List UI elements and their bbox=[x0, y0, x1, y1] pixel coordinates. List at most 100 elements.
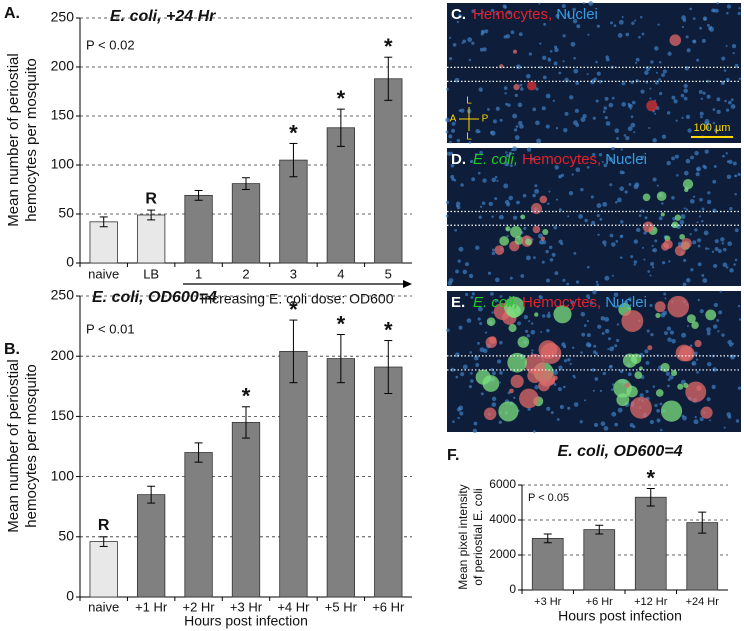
nucleus bbox=[526, 74, 531, 79]
nucleus bbox=[503, 35, 507, 39]
nucleus bbox=[649, 419, 654, 425]
nucleus bbox=[520, 274, 525, 278]
cell-signal bbox=[525, 238, 532, 246]
nucleus bbox=[451, 121, 456, 126]
nucleus bbox=[620, 220, 624, 224]
nucleus bbox=[692, 39, 697, 44]
cell-signal bbox=[507, 352, 527, 373]
nucleus bbox=[704, 149, 709, 154]
nucleus bbox=[575, 167, 581, 173]
cell-signal bbox=[508, 324, 517, 333]
nucleus bbox=[547, 57, 551, 60]
x-tick-label: +24 Hr bbox=[686, 596, 720, 608]
nucleus bbox=[548, 190, 551, 193]
nucleus bbox=[699, 197, 703, 202]
nucleus bbox=[532, 107, 537, 112]
nucleus bbox=[703, 230, 709, 236]
nucleus bbox=[701, 207, 705, 211]
nucleus bbox=[547, 311, 551, 315]
nucleus bbox=[726, 4, 732, 9]
nucleus bbox=[631, 100, 636, 105]
nucleus bbox=[503, 183, 509, 189]
nucleus bbox=[555, 127, 559, 130]
error-bar bbox=[147, 485, 156, 504]
nucleus bbox=[690, 268, 694, 272]
nucleus bbox=[498, 420, 502, 424]
nucleus bbox=[471, 177, 476, 182]
nucleus bbox=[524, 329, 529, 333]
nucleus bbox=[534, 188, 540, 194]
nucleus bbox=[512, 146, 518, 152]
nucleus bbox=[692, 17, 696, 20]
nucleus bbox=[508, 151, 513, 156]
cell-signal bbox=[694, 339, 702, 348]
nucleus bbox=[588, 1, 594, 6]
cell-signal bbox=[486, 317, 496, 327]
nucleus bbox=[714, 247, 719, 252]
nucleus bbox=[617, 407, 623, 413]
nucleus bbox=[725, 44, 728, 47]
nucleus bbox=[731, 354, 735, 358]
nucleus bbox=[694, 150, 699, 156]
cell-signal bbox=[661, 242, 670, 251]
nucleus bbox=[584, 399, 587, 402]
nucleus bbox=[671, 95, 676, 100]
nucleus bbox=[594, 352, 598, 356]
nucleus bbox=[541, 260, 545, 264]
nucleus bbox=[491, 402, 497, 408]
nucleus bbox=[592, 290, 597, 295]
nucleus bbox=[694, 415, 697, 419]
p-value: P < 0.02 bbox=[86, 37, 135, 52]
nucleus bbox=[734, 174, 738, 178]
nucleus bbox=[446, 328, 450, 332]
cell-signal bbox=[534, 312, 539, 317]
nucleus bbox=[728, 159, 733, 165]
nucleus bbox=[611, 242, 616, 247]
nucleus bbox=[629, 107, 632, 110]
nucleus bbox=[534, 385, 539, 390]
cell-signal bbox=[531, 202, 542, 214]
nucleus bbox=[450, 163, 455, 168]
panel-label: B. bbox=[4, 341, 20, 358]
cell-signal bbox=[513, 83, 520, 91]
nucleus bbox=[481, 201, 486, 206]
cell-signal bbox=[674, 214, 682, 221]
nucleus bbox=[654, 239, 658, 243]
nucleus bbox=[680, 214, 686, 220]
nucleus bbox=[620, 234, 623, 237]
nucleus bbox=[701, 220, 704, 223]
bar bbox=[531, 537, 564, 591]
error-bar bbox=[242, 177, 250, 190]
nucleus bbox=[562, 34, 566, 38]
nucleus bbox=[683, 88, 688, 94]
nucleus bbox=[671, 338, 676, 344]
nucleus bbox=[586, 265, 590, 269]
nucleus bbox=[525, 255, 531, 261]
nucleus bbox=[603, 163, 608, 168]
nucleus bbox=[555, 198, 559, 201]
nucleus bbox=[712, 108, 716, 111]
nucleus bbox=[536, 138, 542, 144]
nucleus bbox=[523, 226, 527, 231]
nucleus bbox=[580, 312, 586, 317]
nucleus bbox=[457, 416, 460, 420]
nucleus bbox=[634, 19, 637, 22]
nucleus bbox=[445, 130, 449, 134]
error-bar bbox=[194, 189, 203, 201]
nucleus bbox=[598, 153, 603, 157]
x-tick-label: +3 Hr bbox=[534, 596, 562, 608]
cell-signal bbox=[510, 226, 522, 238]
nucleus bbox=[491, 251, 496, 256]
nucleus bbox=[616, 136, 619, 140]
nucleus bbox=[566, 12, 570, 16]
bar bbox=[231, 422, 261, 598]
cell-signal bbox=[671, 370, 678, 377]
nucleus bbox=[651, 266, 655, 269]
nucleus bbox=[533, 430, 536, 433]
nucleus bbox=[645, 360, 650, 365]
image-legend: Hemocytes, Nuclei bbox=[473, 6, 598, 23]
nucleus bbox=[516, 64, 522, 70]
nucleus bbox=[721, 56, 726, 61]
nucleus bbox=[671, 195, 675, 200]
nucleus bbox=[570, 41, 576, 47]
